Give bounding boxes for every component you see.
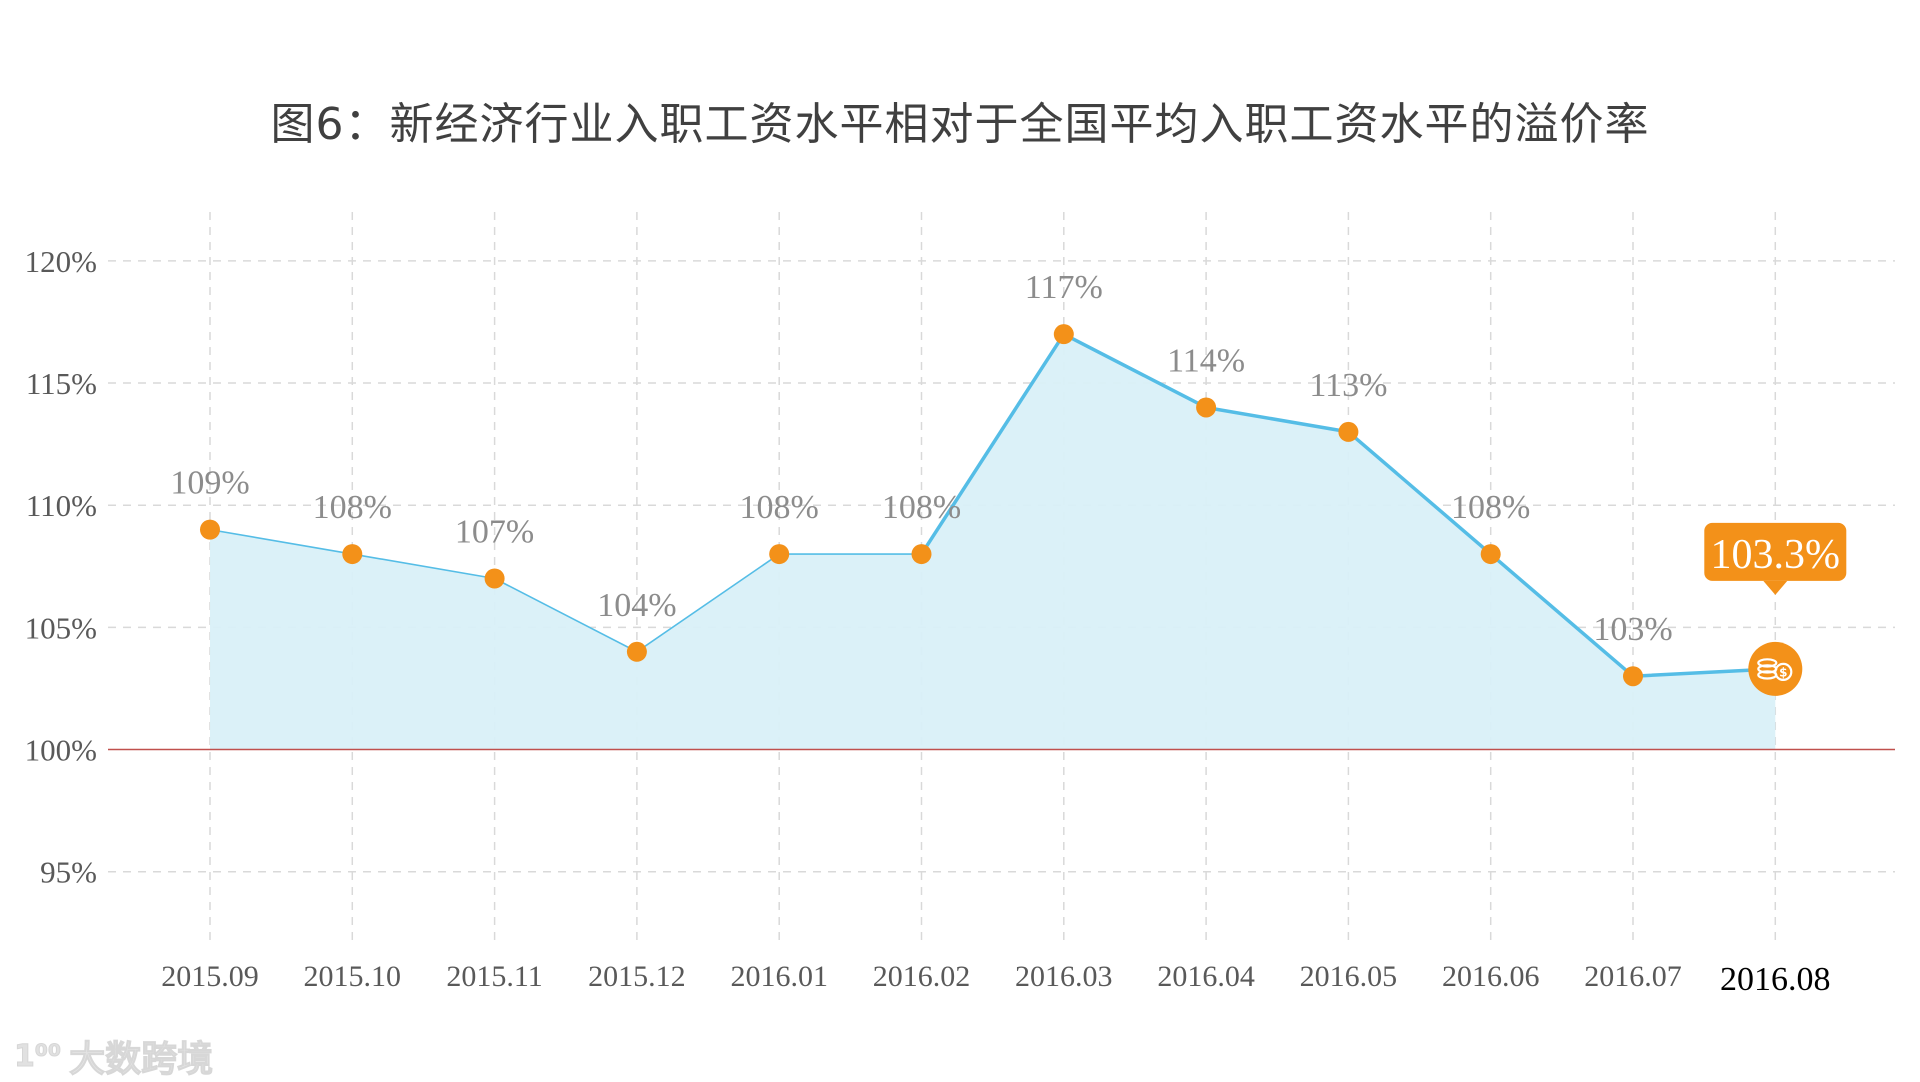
x-tick-label: 2015.10 [304,960,402,993]
value-label: 107% [455,514,534,551]
data-point [626,641,647,662]
data-point [200,519,220,540]
coin-symbol: $ [1779,665,1787,679]
y-tick-label: 100% [25,733,97,768]
line-segment [1062,332,1208,410]
data-point [911,544,932,565]
watermark: 1⁰⁰ 大数跨境 [13,1030,214,1082]
value-label: 117% [1025,269,1103,306]
data-point [342,544,363,565]
x-tick-label: 2015.09 [161,960,259,993]
value-label: 113% [1309,367,1387,404]
x-tick-label: 2016.05 [1300,960,1398,993]
chart-title: 图6：新经济行业入职工资水平相对于全国平均入职工资水平的溢价率 [270,99,1650,150]
line-segment [919,332,1066,556]
x-tick-label: 2015.12 [588,960,686,993]
value-label: 108% [882,489,961,526]
line-segment [1488,552,1635,678]
callout-pointer [1763,580,1788,595]
data-point [1053,324,1074,345]
x-tick-label: 2016.04 [1157,960,1255,993]
value-label: 109% [170,465,249,502]
line-segment [209,528,354,555]
line-segment [1204,405,1351,434]
data-point [484,568,505,589]
x-tick-label: 2016.01 [730,960,828,993]
value-label: 104% [597,587,676,624]
coin-stack-part [1757,658,1778,668]
coin-part [1774,662,1793,682]
line-segment [636,553,781,653]
value-label: 103% [1593,611,1672,648]
x-tick-label: 2016.02 [873,960,971,993]
data-point [1480,544,1501,565]
callout-bubble [1704,522,1847,581]
callout-label: 103.3% [1711,532,1841,578]
value-label: 108% [313,489,392,526]
value-label: 114% [1167,342,1245,379]
x-tick-label: 2016.07 [1584,960,1682,993]
x-tick-label: 2016.08 [1720,961,1831,998]
value-label: 108% [740,489,819,526]
y-tick-label: 95% [40,855,97,890]
value-label: 108% [1451,489,1530,526]
line-segment [1346,430,1493,556]
line-segment [493,577,638,653]
y-tick-label: 115% [26,366,97,401]
coins-icon: $ [1757,658,1793,682]
x-tick-label: 2016.06 [1442,960,1540,993]
data-point [1623,666,1643,687]
data-point [1338,421,1359,442]
watermark-text: 大数跨境 [69,1039,214,1081]
y-tick-label: 120% [25,244,97,279]
x-tick-label: 2016.03 [1015,960,1113,993]
watermark-logo: 1⁰⁰ [13,1038,62,1074]
area-fill [210,334,1776,750]
data-point [769,544,790,565]
y-tick-label: 110% [26,488,97,523]
y-tick-label: 105% [25,610,97,645]
line-segment [351,553,496,580]
x-tick-label: 2015.11 [446,960,542,993]
data-point [1196,397,1217,418]
